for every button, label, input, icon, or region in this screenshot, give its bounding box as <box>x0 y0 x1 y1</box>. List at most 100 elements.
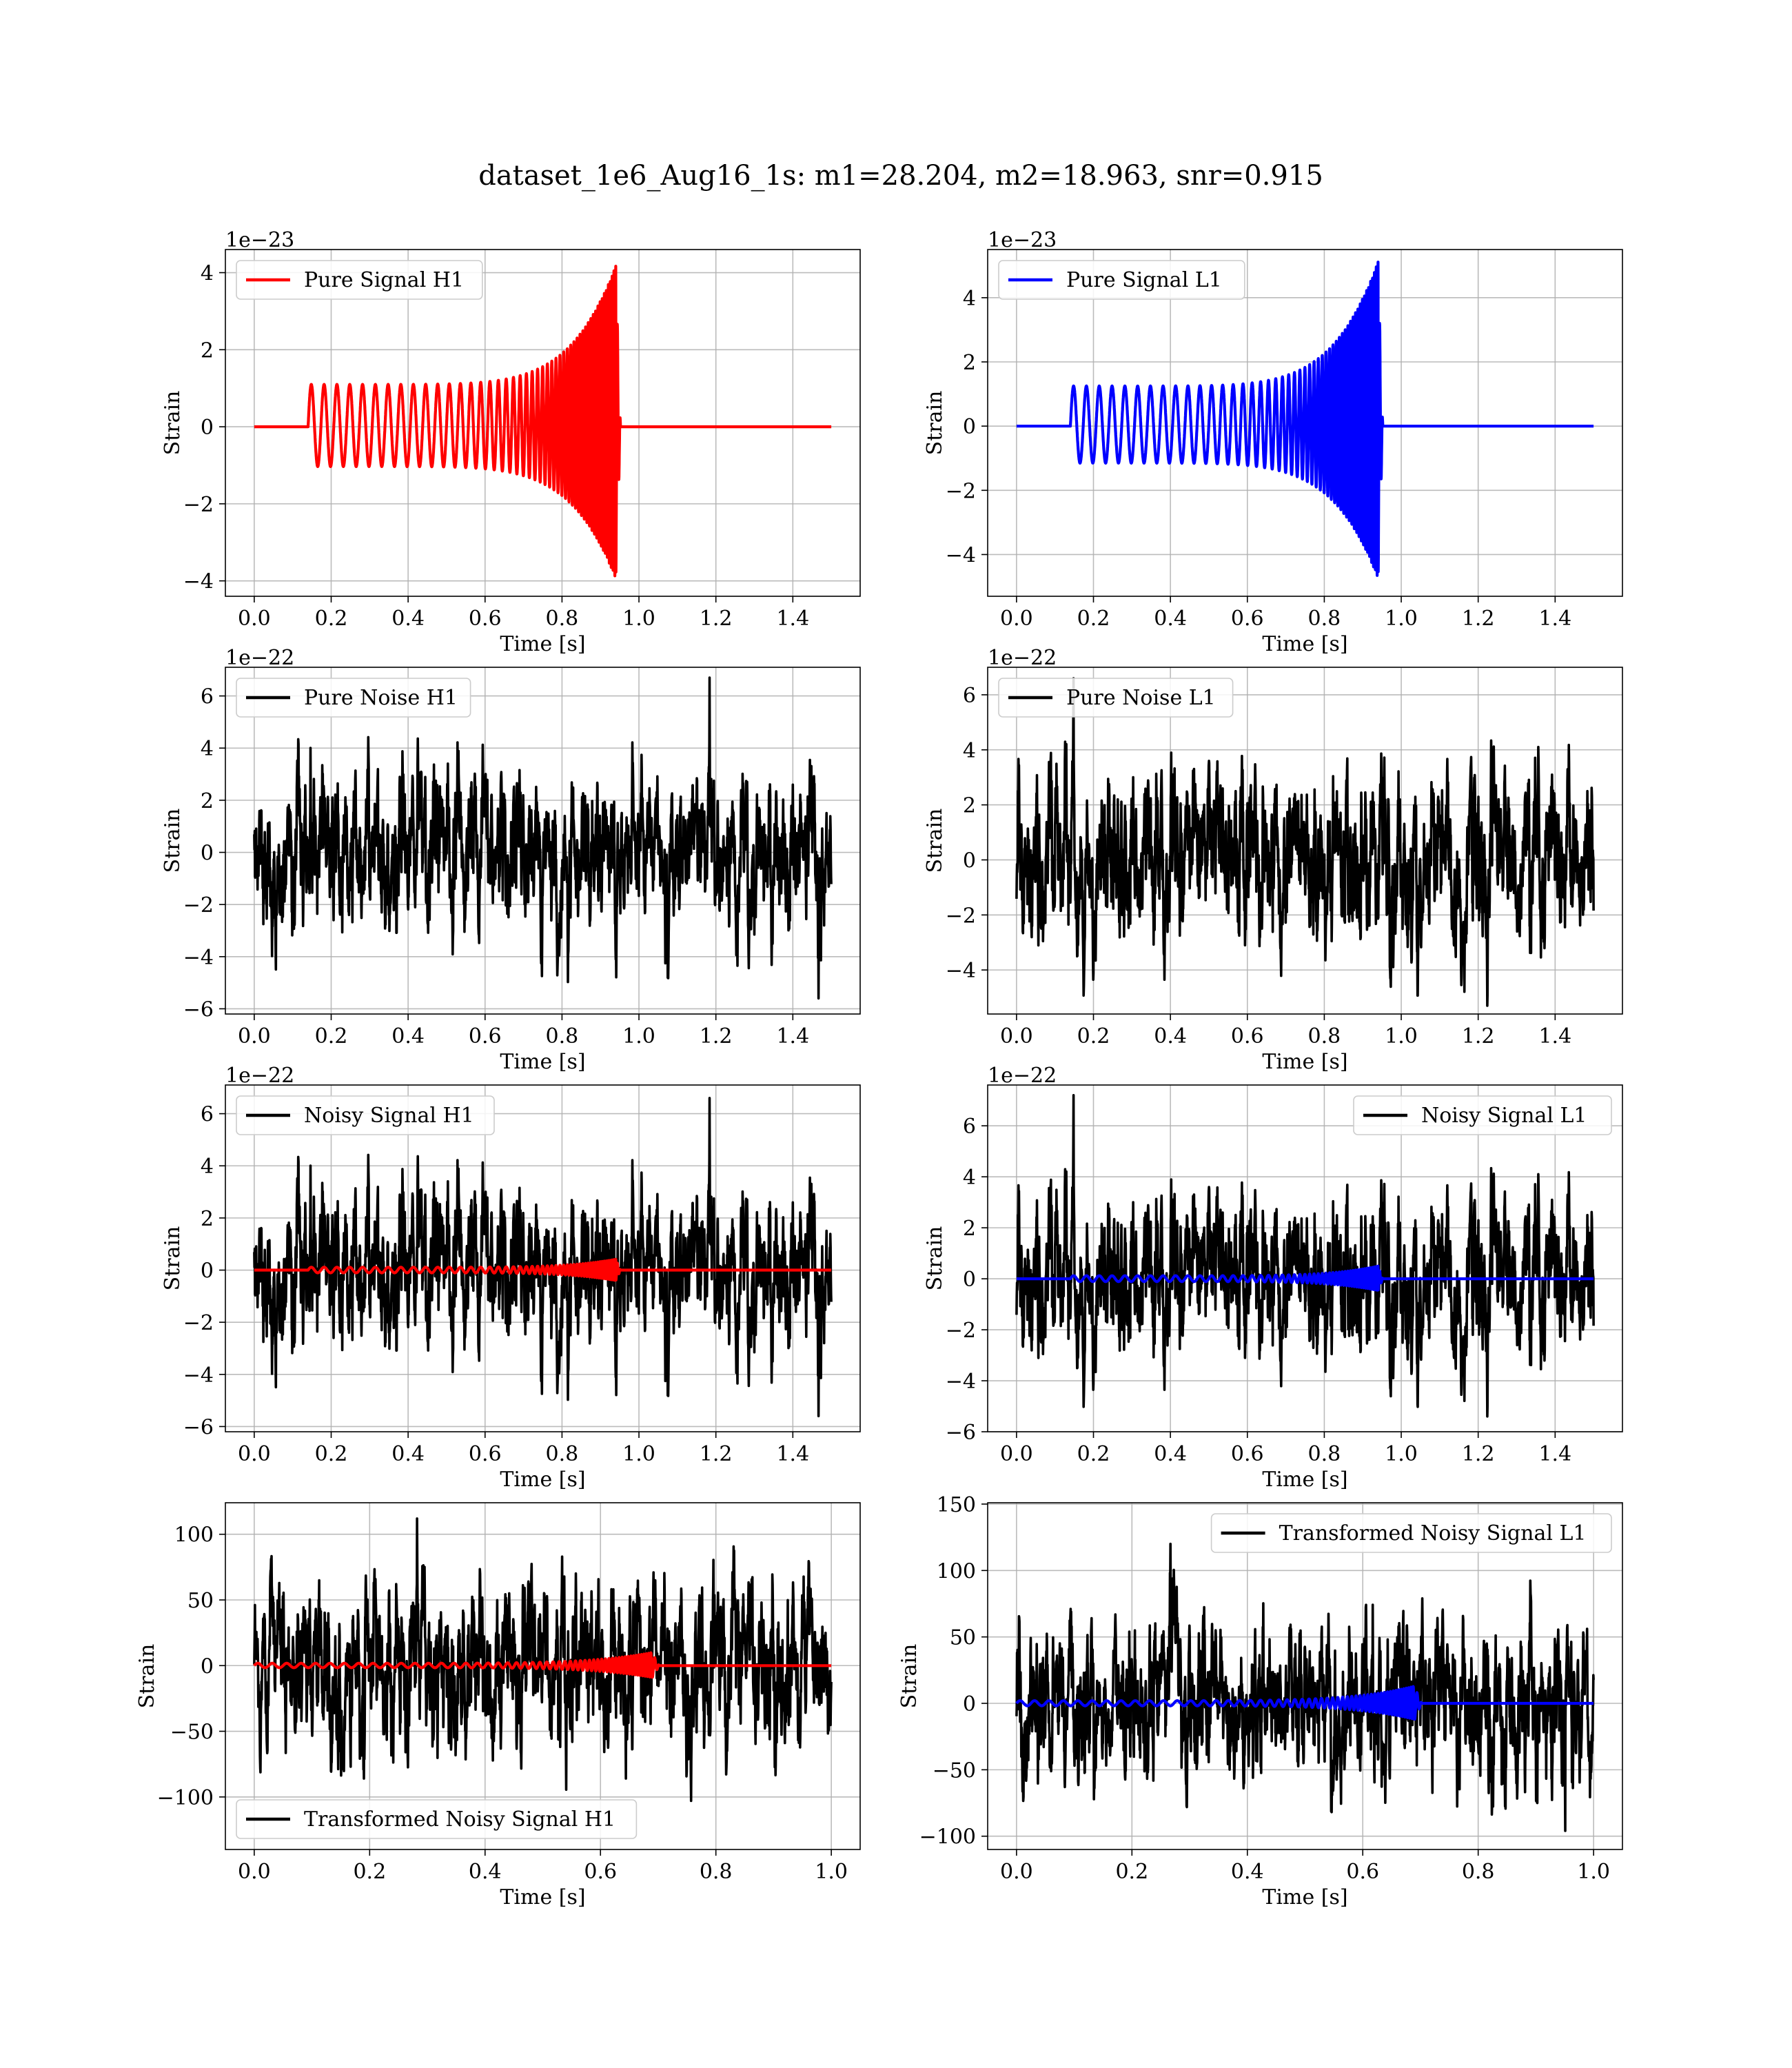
y-tick-label: −4 <box>183 570 214 594</box>
y-axis-label: Strain <box>161 809 185 873</box>
y-tick-label: 6 <box>201 1103 214 1127</box>
y-tick-label: −6 <box>946 1421 976 1445</box>
y-tick-label: −2 <box>946 479 976 503</box>
legend-label: Noisy Signal L1 <box>1421 1104 1587 1128</box>
y-axis-label: Strain <box>135 1644 159 1709</box>
x-tick-label: 1.2 <box>700 607 733 631</box>
y-tick-label: −4 <box>183 946 214 970</box>
legend-frame <box>236 1799 638 1839</box>
subplot-pure-signal-l1: 0.0 0.2 0.4 0.6 0.8 1.0 1.2 1.4 −4 −2 0 2 4 Time [s] S… <box>923 228 1623 656</box>
x-tick-label: 1.4 <box>776 1024 809 1048</box>
axes-frame <box>225 1084 861 1432</box>
x-tick-label: 0.0 <box>238 1860 271 1884</box>
y-axis-label: Strain <box>923 391 947 456</box>
series-line-noise-0 <box>1015 677 1595 1007</box>
x-tick-label: 0.6 <box>1231 607 1264 631</box>
legend-label: Pure Signal H1 <box>304 268 464 292</box>
x-tick-label: 0.0 <box>238 1442 271 1466</box>
x-tick-label: 0.2 <box>315 1024 348 1048</box>
y-tick-label: 6 <box>963 684 976 708</box>
x-tick-label: 0.4 <box>1154 1442 1187 1466</box>
axes-frame <box>987 1502 1623 1850</box>
y-axis-label: Strain <box>161 1226 185 1291</box>
subplot-transformed-noisy-signal-l1: 0.0 0.2 0.4 0.6 0.8 1.0 −100 −50 0 50 100 150 Time [… <box>897 1493 1623 1909</box>
plot-area <box>252 1097 833 1418</box>
x-tick-label: 0.4 <box>1154 1024 1187 1048</box>
series-line-signal-1 <box>252 1651 833 1679</box>
x-tick-label: 1.0 <box>1577 1860 1610 1884</box>
x-tick-label: 1.4 <box>1538 1024 1571 1048</box>
x-tick-label: 1.0 <box>1385 607 1418 631</box>
y-tick-label: 4 <box>963 287 976 311</box>
y-tick-label: −100 <box>919 1825 976 1849</box>
x-tick-label: 1.0 <box>622 607 655 631</box>
plot-area <box>252 1517 833 1803</box>
x-tick-label: 0.8 <box>546 1024 579 1048</box>
subplot-noisy-signal-h1: 0.0 0.2 0.4 0.6 0.8 1.0 1.2 1.4 −6 −4 −2 0 2 4 6 Time [… <box>161 1064 861 1492</box>
x-tick-label: 0.8 <box>546 607 579 631</box>
y-tick-label: 0 <box>201 1259 214 1284</box>
legend: Transformed Noisy Signal L1 <box>1210 1513 1612 1553</box>
x-tick-label: 0.2 <box>315 607 348 631</box>
x-tick-label: 0.6 <box>469 1024 502 1048</box>
legend-frame <box>236 1095 495 1135</box>
series-line-signal-1 <box>1015 1685 1596 1721</box>
y-tick-label: 0 <box>201 416 214 440</box>
subplot-grid: 0.0 0.2 0.4 0.6 0.8 1.0 1.2 1.4 −4 −2 0 2 4 Time [s] S… <box>135 228 1623 1909</box>
y-tick-label: −6 <box>183 997 214 1022</box>
y-tick-label: −100 <box>157 1786 214 1810</box>
x-tick-label: 0.0 <box>238 1024 271 1048</box>
x-tick-label: 1.4 <box>776 1442 809 1466</box>
x-tick-label: 0.4 <box>391 1024 425 1048</box>
legend-frame <box>1210 1513 1612 1553</box>
y-tick-label: 0 <box>963 415 976 439</box>
legend: Pure Signal H1 <box>236 260 483 300</box>
legend-frame <box>998 260 1245 300</box>
y-tick-label: −4 <box>946 1370 976 1394</box>
legend: Pure Noise H1 <box>236 678 471 718</box>
y-tick-label: −2 <box>946 904 976 928</box>
plot-area <box>252 265 833 578</box>
y-tick-label: −2 <box>183 1311 214 1335</box>
legend-frame <box>236 260 483 300</box>
y-tick-label: 50 <box>950 1626 976 1650</box>
legend-label: Pure Noise L1 <box>1066 686 1216 710</box>
y-tick-label: 6 <box>201 685 214 709</box>
series-line-noise-0 <box>1015 1094 1595 1418</box>
series-line-signal-1 <box>1015 1264 1596 1292</box>
series-line-signal-0 <box>252 265 833 578</box>
x-tick-label: 0.8 <box>1308 607 1341 631</box>
x-tick-label: 0.0 <box>1000 1860 1033 1884</box>
y-tick-label: −4 <box>946 959 976 983</box>
y-tick-label: 4 <box>201 1155 214 1179</box>
x-tick-label: 0.2 <box>353 1860 386 1884</box>
axes-frame <box>225 249 861 597</box>
x-tick-label: 0.0 <box>238 607 271 631</box>
y-offset-label: 1e−22 <box>988 646 1057 670</box>
legend-label: Noisy Signal H1 <box>304 1104 474 1128</box>
plot-area <box>253 676 833 1000</box>
y-tick-label: 4 <box>963 739 976 763</box>
y-tick-label: −4 <box>946 543 976 567</box>
x-tick-label: 0.6 <box>584 1860 617 1884</box>
x-tick-label: 1.4 <box>1538 1442 1571 1466</box>
x-tick-label: 0.4 <box>469 1860 502 1884</box>
x-tick-label: 1.4 <box>1538 607 1571 631</box>
y-tick-label: 150 <box>937 1493 976 1517</box>
y-tick-label: 2 <box>963 1217 976 1241</box>
x-tick-label: 0.8 <box>1308 1442 1341 1466</box>
y-tick-label: −6 <box>183 1415 214 1439</box>
y-tick-label: 0 <box>963 1268 976 1292</box>
x-tick-label: 0.4 <box>1231 1860 1264 1884</box>
subplot-pure-noise-h1: 0.0 0.2 0.4 0.6 0.8 1.0 1.2 1.4 −6 −4 −2 0 2 4 6 Time [… <box>161 646 861 1074</box>
y-axis-label: Strain <box>923 809 947 873</box>
legend: Transformed Noisy Signal H1 <box>236 1799 638 1839</box>
x-axis-label: Time [s] <box>500 1468 585 1492</box>
legend: Noisy Signal L1 <box>1353 1095 1612 1135</box>
legend: Pure Noise L1 <box>998 678 1234 718</box>
y-tick-label: 50 <box>187 1589 214 1613</box>
y-tick-label: 100 <box>937 1559 976 1583</box>
x-tick-label: 0.8 <box>1462 1860 1495 1884</box>
y-tick-label: 0 <box>963 849 976 873</box>
plot-area <box>1015 1094 1596 1418</box>
